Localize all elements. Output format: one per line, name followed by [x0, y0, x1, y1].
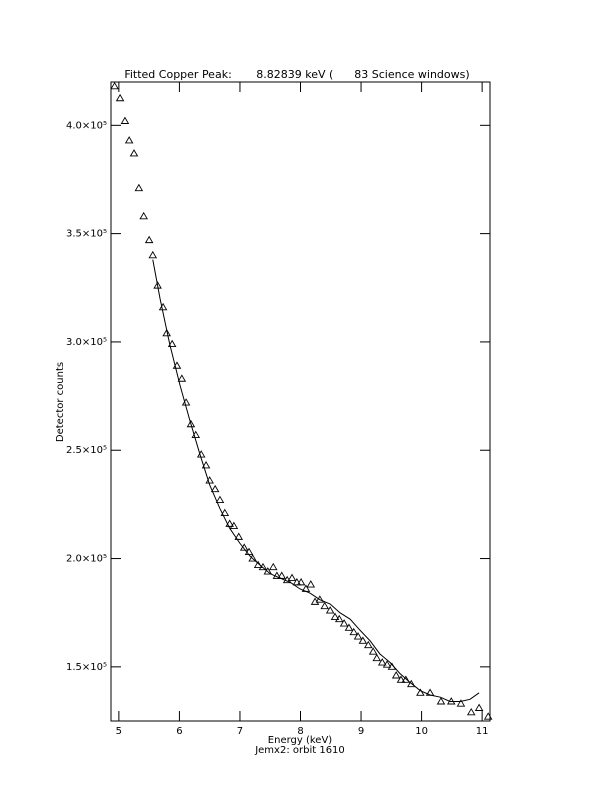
x-tick-label: 10 [415, 726, 428, 737]
x-tick-label: 9 [358, 726, 364, 737]
data-point [139, 211, 148, 220]
data-point [144, 235, 154, 244]
y-tick-label: 4.0×10⁵ [66, 120, 107, 131]
chart-title: Fitted Copper Peak: 8.82839 keV ( 83 Sci… [124, 68, 469, 81]
data-point [483, 712, 493, 720]
data-point [330, 612, 340, 620]
y-tick-label: 2.5×10⁵ [66, 445, 107, 456]
data-point [201, 461, 211, 469]
data-point [210, 484, 220, 493]
x-tick-label: 11 [476, 726, 489, 737]
data-point [287, 573, 297, 581]
data-point [334, 614, 344, 623]
data-point [401, 675, 411, 683]
data-point [377, 658, 387, 666]
data-point [320, 601, 330, 610]
data-point [115, 93, 125, 102]
data-point [148, 250, 158, 259]
x-tick-label: 6 [176, 726, 182, 737]
data-point [186, 419, 196, 428]
data-point [258, 562, 268, 571]
data-point [325, 606, 335, 614]
x-tick-label: 8 [297, 726, 303, 737]
data-point [296, 577, 306, 586]
data-point [416, 688, 425, 696]
data-point [339, 619, 349, 627]
data-point [436, 697, 446, 705]
data-point [124, 136, 134, 144]
data-point [253, 560, 263, 568]
y-tick-label: 1.5×10⁵ [66, 662, 107, 673]
data-point [364, 640, 373, 649]
data-point [234, 532, 244, 540]
x-tick-label: 5 [116, 726, 122, 737]
data-point [456, 699, 466, 707]
fit-line [152, 259, 480, 703]
data-point [396, 675, 406, 683]
data-point [358, 636, 368, 644]
data-point [391, 671, 401, 679]
data-point [268, 562, 278, 571]
data-point [292, 577, 302, 586]
data-point [162, 328, 171, 337]
y-axis-label: Detector counts [55, 362, 66, 442]
data-point [349, 627, 359, 636]
y-tick-label: 2.0×10⁵ [66, 554, 107, 565]
data-point [167, 339, 177, 348]
data-point [229, 521, 239, 530]
x-tick-label: 7 [237, 726, 243, 737]
data-point [158, 302, 168, 311]
data-point [225, 519, 234, 527]
data-point [382, 660, 392, 668]
x-axis-label: Energy (keV) [268, 735, 333, 746]
data-point [368, 647, 378, 655]
data-point [306, 580, 316, 588]
data-point [215, 495, 225, 504]
y-tick-label: 3.0×10⁵ [66, 337, 107, 348]
data-point [315, 595, 325, 603]
data-point [353, 632, 363, 640]
data-point [120, 116, 130, 124]
data-point [110, 81, 119, 90]
data-point [263, 567, 273, 575]
data-point [372, 653, 382, 662]
data-point [220, 508, 230, 517]
plot-frame [110, 81, 491, 722]
data-point [310, 597, 320, 605]
data-point [248, 554, 257, 562]
data-point [134, 183, 144, 192]
data-point [474, 703, 484, 711]
data-point [407, 679, 416, 688]
data-point [344, 623, 354, 631]
chart-subtitle: Jemx2: orbit 1610 [254, 745, 345, 756]
y-tick-label: 3.5×10⁵ [66, 229, 107, 240]
data-point [129, 149, 139, 157]
data-point [177, 374, 187, 382]
data-point [466, 707, 476, 716]
